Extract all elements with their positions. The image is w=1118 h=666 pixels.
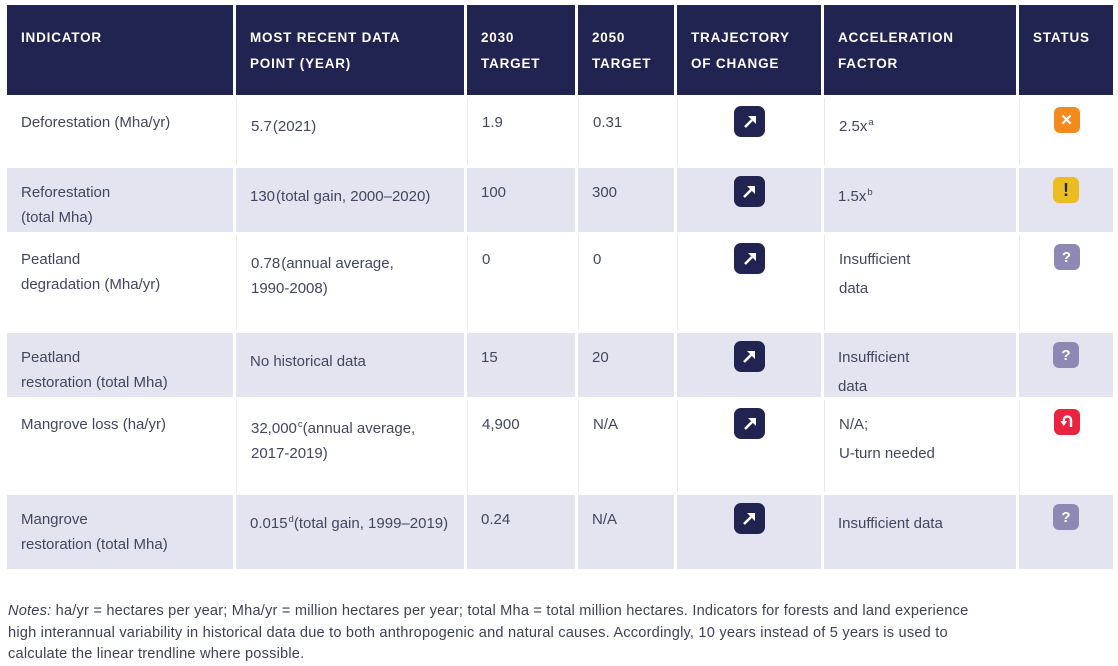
- cell-acceleration-factor: 1.5xb: [824, 168, 1016, 232]
- header-2030-target: 2030 TARGET: [467, 5, 575, 95]
- cell-acceleration-factor: Insufficient data: [824, 333, 1016, 397]
- cell-recent-data: 32,000c(annual average, 2017-2019): [236, 400, 464, 492]
- cell-trajectory: [677, 495, 821, 569]
- header-indicator: INDICATOR: [7, 5, 233, 95]
- cell-2030-target: 0: [467, 235, 575, 330]
- cell-2050-target: 20: [578, 333, 674, 397]
- notes-label: Notes:: [8, 603, 52, 619]
- cell-recent-data: 0.015d(total gain, 1999–2019): [236, 495, 464, 569]
- indicators-table: INDICATOR MOST RECENT DATA POINT (YEAR) …: [7, 5, 1113, 569]
- cell-indicator: Peatland degradation (Mha/yr): [21, 251, 161, 293]
- cell-recent-data: 130(total gain, 2000–2020): [236, 168, 464, 232]
- u-turn-status-icon: [1053, 409, 1080, 435]
- cell-recent-data: 5.7(2021): [236, 98, 464, 165]
- cell-trajectory: [677, 235, 821, 330]
- trend-up-arrow-icon: [734, 106, 765, 137]
- header-2050-target: 2050 TARGET: [578, 5, 674, 95]
- trend-up-arrow-icon: [734, 243, 765, 274]
- question-status-icon: ?: [1053, 244, 1080, 270]
- trend-up-arrow-icon: [733, 341, 765, 372]
- cell-indicator: Deforestation (Mha/yr): [21, 114, 171, 131]
- cell-acceleration-factor: N/A; U-turn needed: [824, 400, 1016, 492]
- cell-status: ?: [1019, 333, 1113, 397]
- cell-status: ?: [1019, 495, 1113, 569]
- cell-acceleration-factor: Insufficient data: [824, 235, 1016, 330]
- cell-2030-target: 15: [467, 333, 575, 397]
- table-notes: Notes: ha/yr = hectares per year; Mha/yr…: [8, 601, 1108, 666]
- cell-status: ✕: [1019, 98, 1113, 165]
- cell-2050-target: N/A: [578, 400, 674, 492]
- header-most-recent-data-point: MOST RECENT DATA POINT (YEAR): [236, 5, 464, 95]
- cell-recent-data: 0.78(annual average, 1990-2008): [236, 235, 464, 330]
- cell-trajectory: [677, 98, 821, 165]
- cell-2030-target: 4,900: [467, 400, 575, 492]
- cell-status: ?: [1019, 235, 1113, 330]
- question-status-icon: ?: [1053, 342, 1079, 368]
- notes-text: ha/yr = hectares per year; Mha/yr = mill…: [8, 603, 969, 662]
- trend-up-arrow-icon: [734, 408, 765, 439]
- cell-indicator: Peatland restoration (total Mha): [7, 333, 233, 397]
- cell-acceleration-factor: Insufficient data: [824, 495, 1016, 569]
- cell-2050-target: 300: [578, 168, 674, 232]
- cell-2030-target: 1.9: [467, 98, 575, 165]
- cell-status: !: [1019, 168, 1113, 232]
- cell-2050-target: N/A: [578, 495, 674, 569]
- cell-indicator: Mangrove loss (ha/yr): [21, 416, 167, 433]
- cell-2030-target: 100: [467, 168, 575, 232]
- cell-indicator: Reforestation (total Mha): [7, 168, 233, 232]
- question-status-icon: ?: [1053, 504, 1079, 530]
- cell-trajectory: [677, 168, 821, 232]
- trend-up-arrow-icon: [733, 176, 765, 207]
- header-status: STATUS: [1019, 5, 1113, 95]
- cell-recent-data: No historical data: [236, 333, 464, 397]
- header-trajectory-of-change: TRAJECTORY OF CHANGE: [677, 5, 821, 95]
- exclamation-status-icon: !: [1053, 177, 1079, 203]
- trend-up-arrow-icon: [733, 503, 765, 534]
- cell-trajectory: [677, 333, 821, 397]
- cell-2050-target: 0: [578, 235, 674, 330]
- header-acceleration-factor: ACCELERATION FACTOR: [824, 5, 1016, 95]
- cell-2030-target: 0.24: [467, 495, 575, 569]
- cell-2050-target: 0.31: [578, 98, 674, 165]
- cell-status: [1019, 400, 1113, 492]
- cell-acceleration-factor: 2.5xa: [824, 98, 1016, 165]
- x-status-icon: ✕: [1053, 107, 1080, 133]
- cell-trajectory: [677, 400, 821, 492]
- cell-indicator: Mangrove restoration (total Mha): [7, 495, 233, 569]
